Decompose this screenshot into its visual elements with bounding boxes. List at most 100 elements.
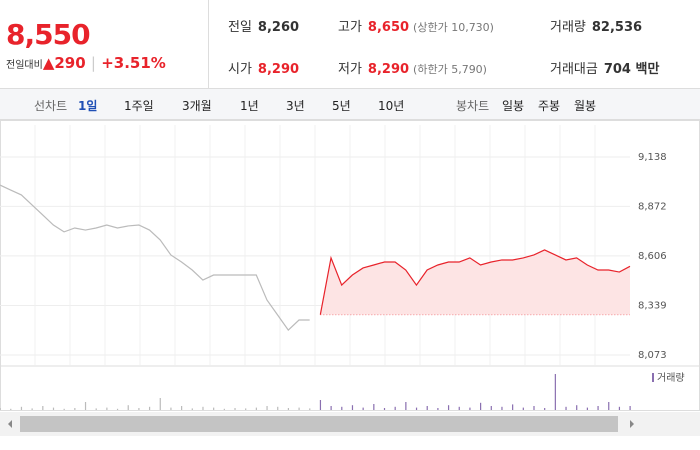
volume-bar xyxy=(148,406,151,410)
volume-bar xyxy=(202,406,204,410)
volume-bar xyxy=(480,402,482,410)
volume-bar xyxy=(426,406,428,410)
tab[interactable]: 5년 xyxy=(332,99,351,113)
tab[interactable]: 1년 xyxy=(240,99,259,113)
volume-bar xyxy=(586,407,588,410)
volume-bar xyxy=(255,407,257,410)
y-tick-label: 8,872 xyxy=(638,201,667,212)
scroll-thumb xyxy=(20,416,618,432)
volume-bar xyxy=(0,408,1,410)
volume-bar xyxy=(629,406,631,410)
volume-bar xyxy=(554,374,556,410)
volume-bar xyxy=(383,408,386,410)
tab[interactable]: 일봉 xyxy=(502,99,525,113)
volume-bar xyxy=(287,408,290,410)
volume-bar xyxy=(277,406,279,410)
stat-label: 전일 xyxy=(228,20,252,35)
volume-bar xyxy=(10,408,12,410)
y-tick-label: 8,073 xyxy=(638,350,667,361)
area xyxy=(320,249,630,315)
volume-bar xyxy=(533,406,535,410)
tab[interactable]: 1일 xyxy=(78,99,98,113)
volume-bar xyxy=(501,406,503,410)
tab[interactable]: 3개월 xyxy=(182,99,212,113)
tab[interactable]: 1주일 xyxy=(124,99,154,113)
volume-bar xyxy=(138,408,140,410)
volume-bar xyxy=(544,408,546,410)
volume-bar xyxy=(319,400,322,410)
stat: 거래량 82,536 xyxy=(550,16,642,35)
volume-bar xyxy=(127,405,129,410)
volume-bar xyxy=(234,408,236,410)
volume-bar xyxy=(159,398,161,410)
volume-bar xyxy=(362,407,364,410)
volume-bar xyxy=(447,405,450,410)
volume-bar xyxy=(394,406,396,410)
volume-bar xyxy=(42,406,44,410)
toolbar-label: 선차트 xyxy=(34,99,68,113)
stat-value: 8,290 xyxy=(367,62,410,77)
y-tick-label: 9,138 xyxy=(638,152,667,163)
stat-label: 시가 xyxy=(228,62,252,77)
volume-bar xyxy=(106,407,108,410)
volume-bar xyxy=(245,408,247,410)
volume-bar xyxy=(597,406,599,410)
volume-bar xyxy=(63,408,65,410)
y-tick-label: 8,606 xyxy=(638,251,667,262)
scroll-right xyxy=(630,420,634,428)
stat-label: 고가 xyxy=(338,20,362,35)
volume-bar xyxy=(116,408,119,410)
stat: 시가 8,290 xyxy=(228,58,299,77)
tab[interactable]: 월봉 xyxy=(574,99,597,113)
volume-bar xyxy=(95,408,97,410)
tab[interactable]: 10년 xyxy=(378,99,405,113)
change: 전일대비▲290 | +3.51% xyxy=(6,54,166,72)
volume-bar xyxy=(351,405,354,410)
volume-bar xyxy=(565,406,567,410)
stat-value: 704 백만 xyxy=(603,62,660,77)
header: 8,550 전일대비▲290 | +3.51% 전일 8,260 고가 8,650 (상… xyxy=(0,0,700,89)
change-value: 290 xyxy=(54,54,86,72)
stat-value: 8,260 xyxy=(257,20,300,35)
volume-bar xyxy=(298,407,300,410)
stat: 저가 8,290 (하한가 5,790) xyxy=(338,58,487,77)
volume-bar xyxy=(181,406,183,410)
stat-label: 거래대금 xyxy=(550,62,598,77)
volume-bar xyxy=(341,406,343,410)
toolbar-label: 봉차트 xyxy=(456,99,490,113)
stat-value: 8,290 xyxy=(257,62,300,77)
tab[interactable]: 3년 xyxy=(286,99,305,113)
volume-bar xyxy=(618,406,621,410)
volume-bar xyxy=(31,408,33,410)
stat: 전일 8,260 xyxy=(228,16,299,35)
stat-value: 8,650 xyxy=(367,20,410,35)
chart: 8,073 8,339 8,606 8,872 9,138 거래량 xyxy=(0,120,700,436)
legend-label: 거래량 xyxy=(657,372,685,384)
price: 8,550 xyxy=(6,18,91,51)
volume-bar xyxy=(512,404,514,410)
volume-bar xyxy=(576,405,578,410)
stat-label: 거래량 xyxy=(550,20,586,35)
toolbar: 선차트 1일 1주일 3개월 1년 3년 5년 10년 봉차트 일봉 주봉 월봉 xyxy=(0,89,700,120)
change-pct: +3.51% xyxy=(101,54,166,72)
line xyxy=(319,249,631,315)
volume-bar xyxy=(522,407,524,410)
stat-sub: (하한가 5,790) xyxy=(413,63,487,76)
volume-bar xyxy=(170,407,172,410)
volume-bar xyxy=(405,402,407,410)
volume-bar xyxy=(213,407,215,410)
volume-bar xyxy=(469,407,471,410)
scroll-left xyxy=(8,420,12,428)
volume-bar xyxy=(490,406,492,410)
stat: 거래대금 704 백만 xyxy=(550,58,659,77)
tab[interactable]: 주봉 xyxy=(538,99,561,113)
stat-label: 저가 xyxy=(338,62,362,77)
volume-bar xyxy=(309,408,311,410)
volume-bar xyxy=(84,402,87,410)
volume-bar xyxy=(415,407,418,410)
volume-bar xyxy=(223,408,225,410)
volume-bar xyxy=(266,406,268,410)
volume-bar xyxy=(191,408,193,410)
volume-bar xyxy=(437,408,439,410)
